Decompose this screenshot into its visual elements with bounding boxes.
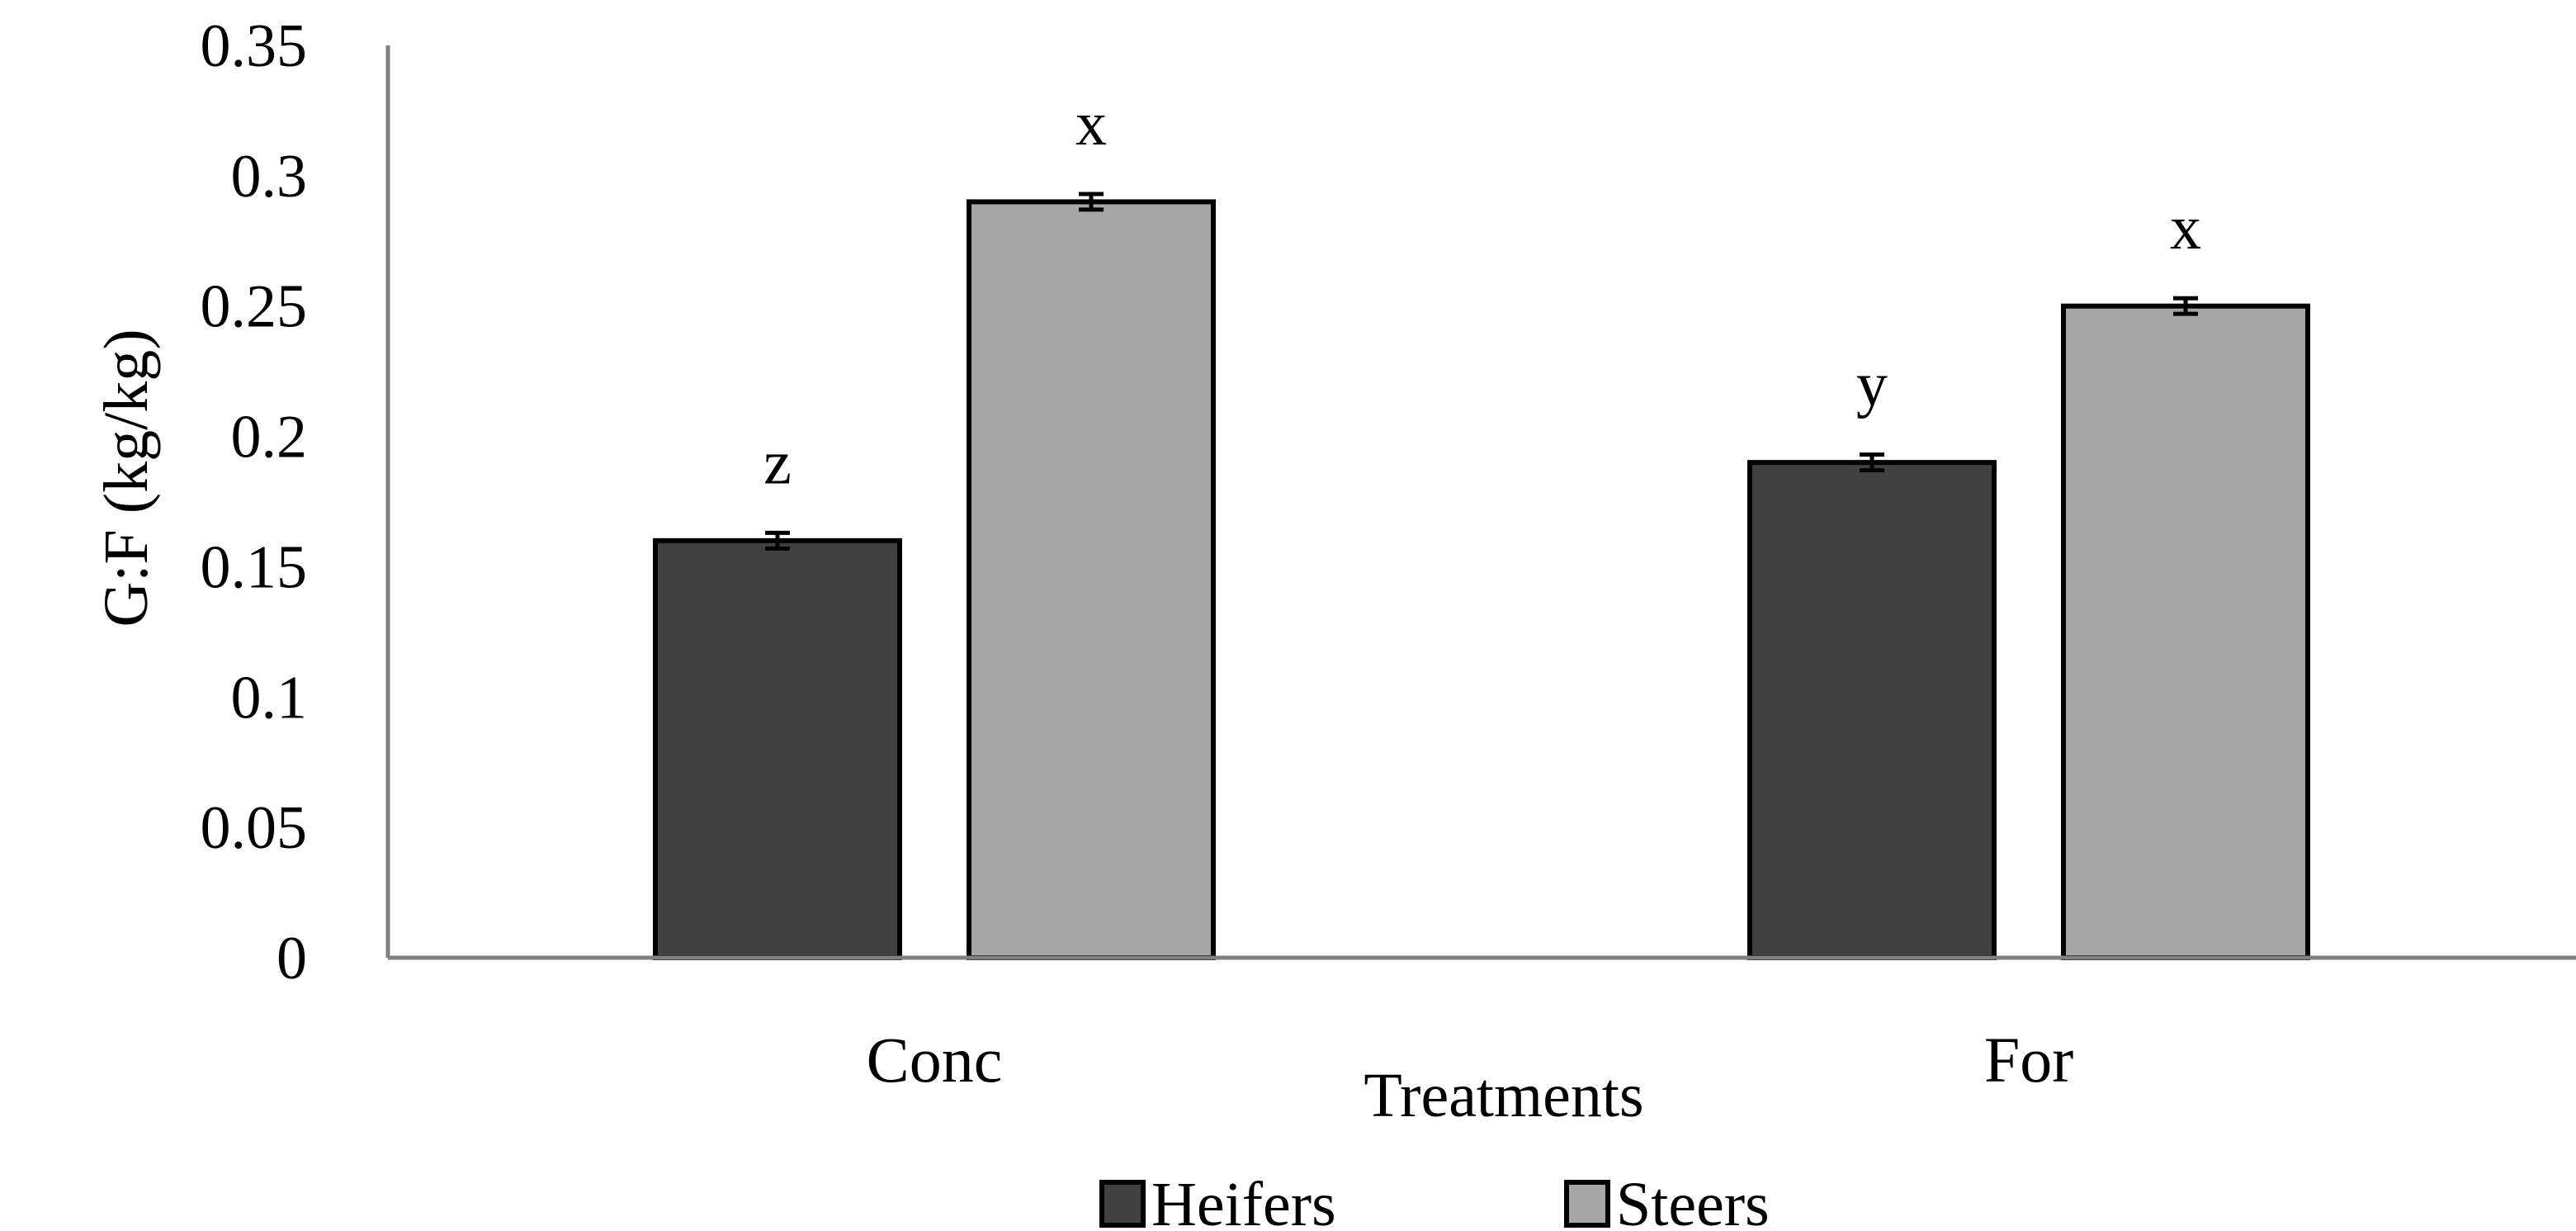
bar-steers-conc <box>967 199 1216 960</box>
legend: Heifers Steers <box>1099 1170 1770 1231</box>
bar-steers-for <box>2061 303 2310 960</box>
significance-letter: y <box>1856 350 1888 419</box>
significance-letter: z <box>763 428 792 497</box>
significance-letter: x <box>2170 193 2201 263</box>
y-tick-label: 0.3 <box>231 143 308 211</box>
bar-heifers-conc <box>653 537 902 960</box>
y-tick-label: 0.1 <box>231 664 308 731</box>
x-axis-title: Treatments <box>1364 1061 1643 1130</box>
x-category-label: Conc <box>867 1024 1003 1096</box>
y-tick-label: 0.35 <box>201 12 308 80</box>
x-axis-category-labels: Conc For <box>867 1024 2074 1096</box>
y-axis-ticks: 0 0.05 0.1 0.15 0.2 0.25 0.3 0.35 <box>201 12 308 992</box>
y-tick-label: 0 <box>277 925 307 992</box>
legend-swatch-steers <box>1564 1180 1610 1228</box>
legend-label-heifers: Heifers <box>1151 1170 1336 1231</box>
y-tick-label: 0.2 <box>231 404 308 471</box>
significance-letter: x <box>1075 89 1107 159</box>
bars: z y x x <box>653 89 2310 960</box>
legend-swatch-heifers <box>1099 1180 1146 1228</box>
y-tick-label: 0.25 <box>201 273 308 341</box>
y-tick-label: 0.15 <box>201 533 308 601</box>
legend-label-steers: Steers <box>1616 1170 1770 1231</box>
bar-heifers-for <box>1747 460 1997 960</box>
y-axis-title: G:F (kg/kg) <box>92 329 161 627</box>
x-category-label: For <box>1984 1024 2073 1096</box>
y-tick-label: 0.05 <box>201 794 308 862</box>
